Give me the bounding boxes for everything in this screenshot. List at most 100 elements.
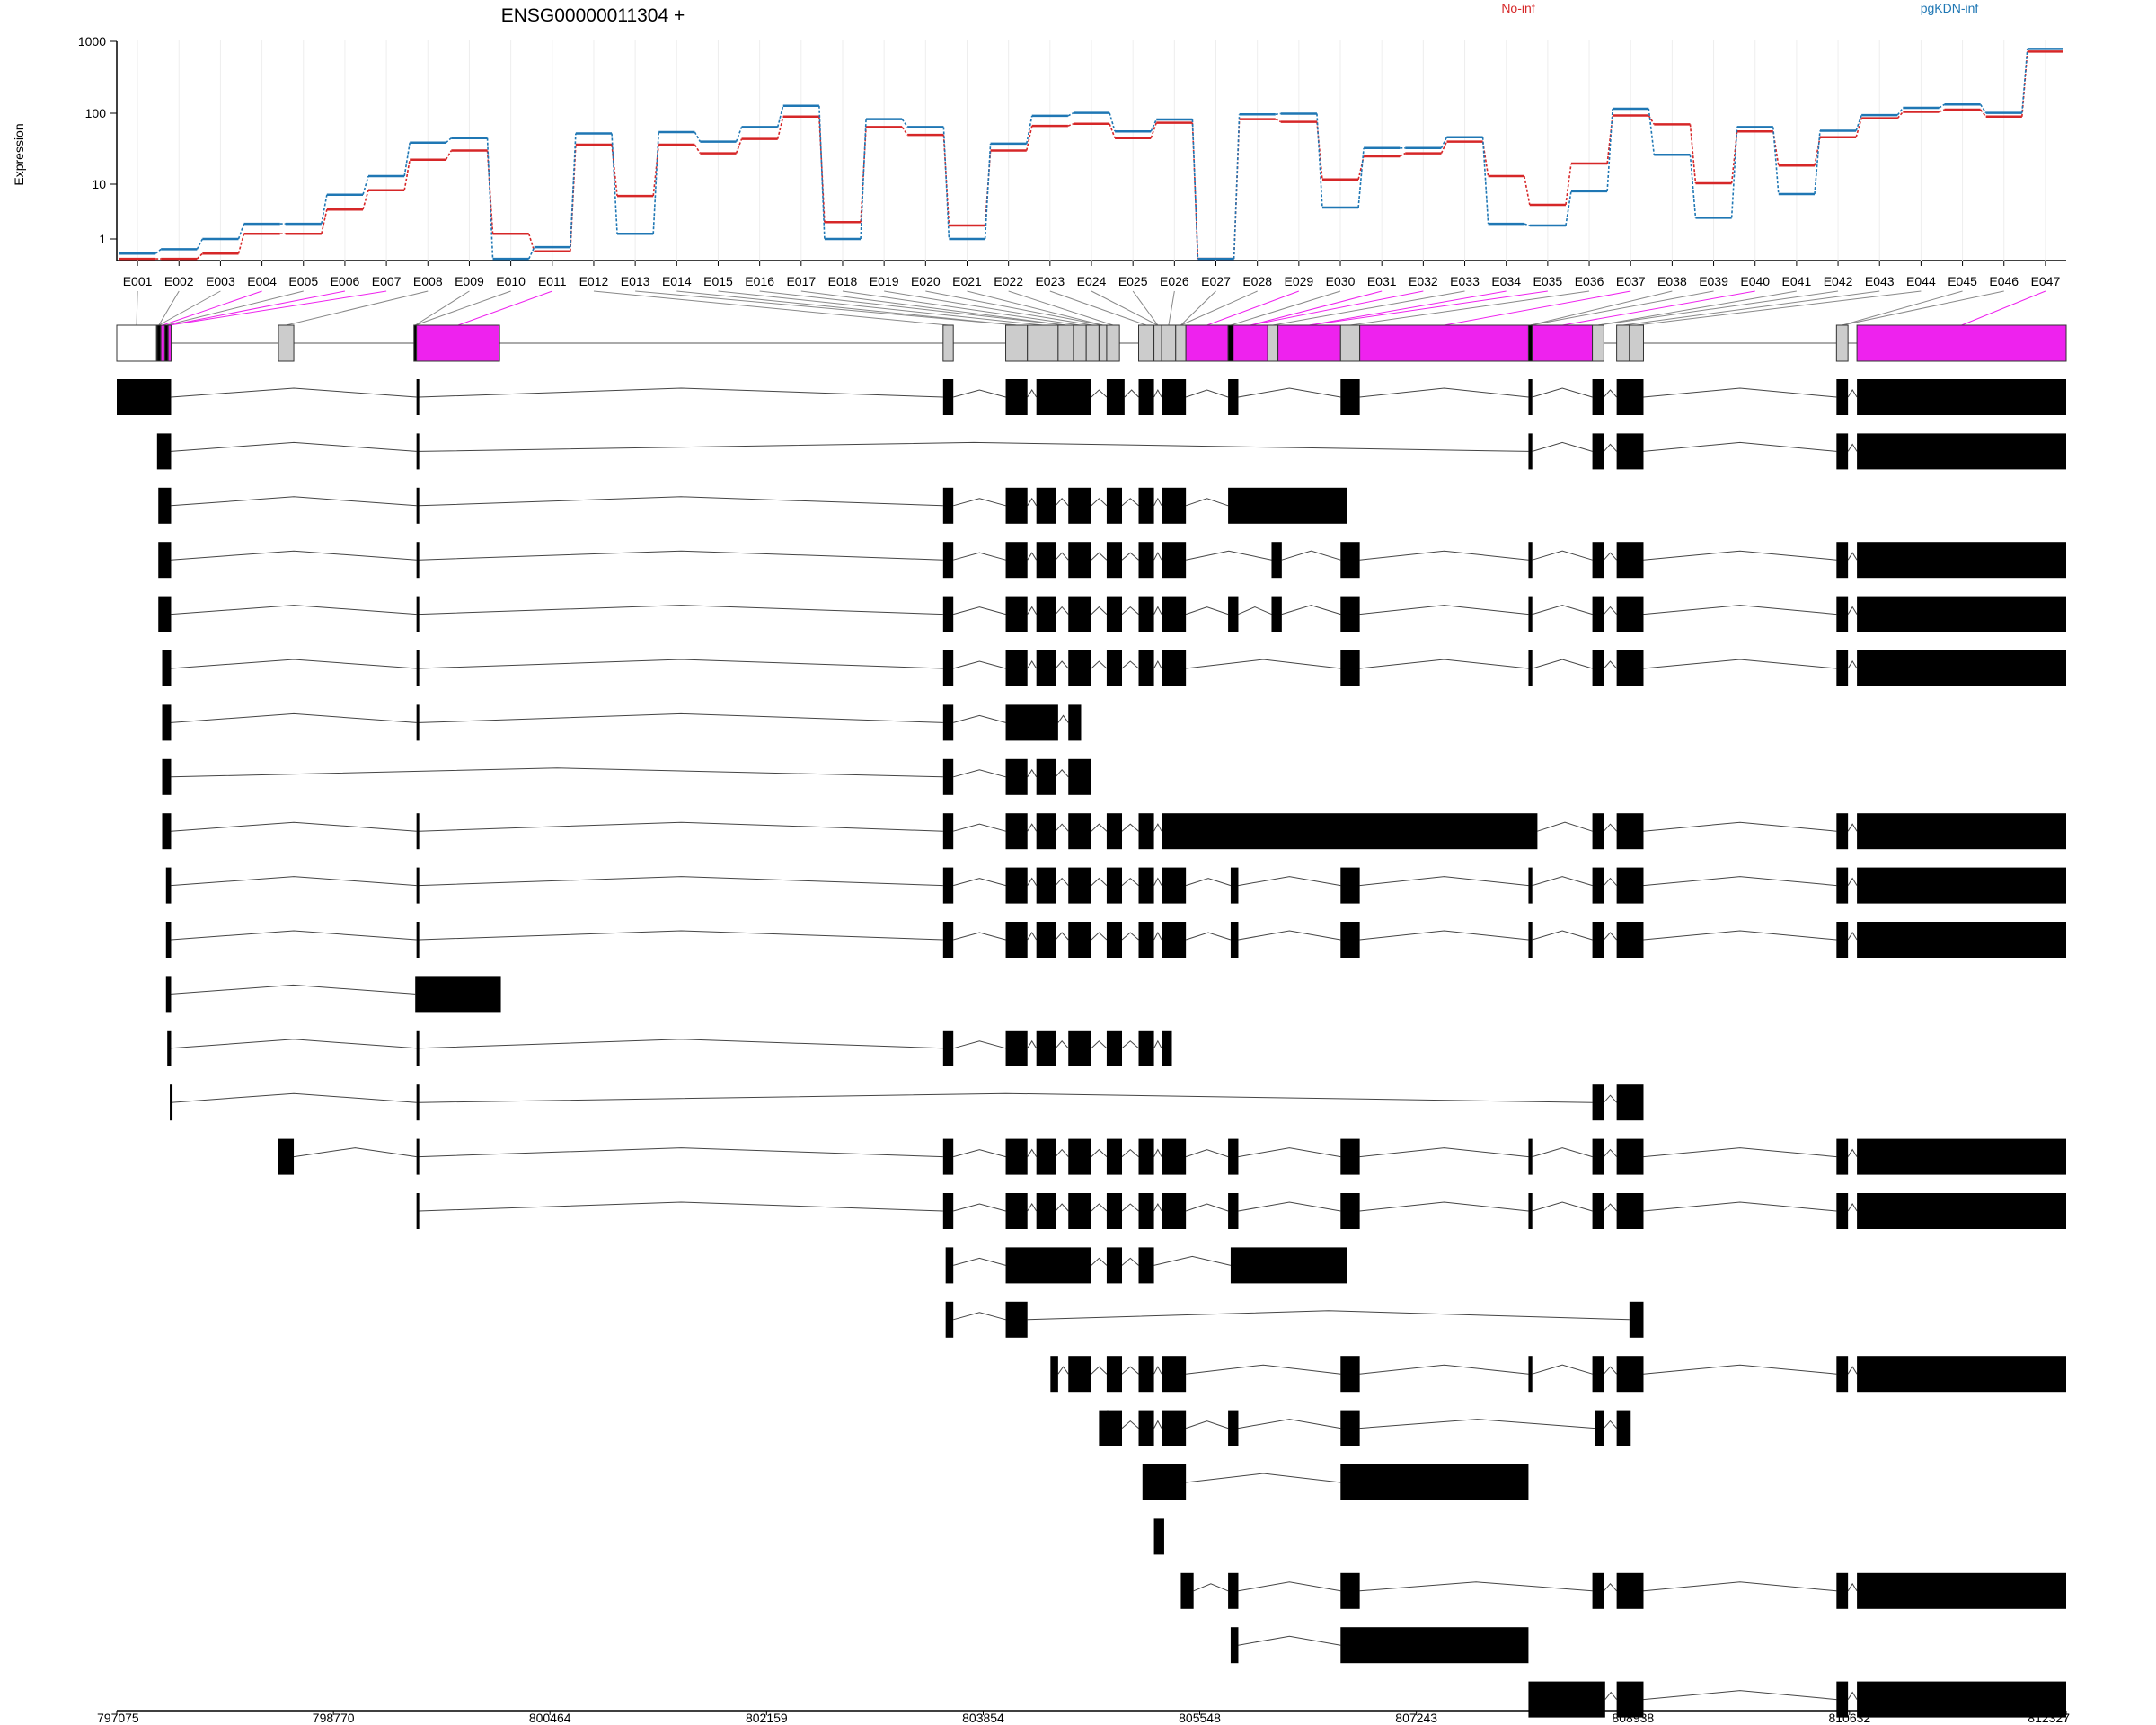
connector-e034	[1309, 290, 1507, 326]
transcript-exon	[1616, 1681, 1644, 1718]
transcript-7	[162, 704, 1082, 741]
transcript-exon	[1162, 867, 1187, 904]
transcript-intron	[1532, 1147, 1593, 1158]
transcript-exon	[1616, 813, 1644, 850]
model-exon-25	[1339, 324, 1361, 362]
exon-label-e018: E018	[828, 274, 858, 288]
transcript-exon	[416, 867, 420, 904]
genomic-tick-label: 803854	[962, 1711, 1004, 1725]
transcript-17	[945, 1247, 1348, 1284]
transcript-exon	[1036, 379, 1091, 415]
transcript-intron	[1091, 1366, 1108, 1375]
connector-e003	[158, 290, 221, 326]
transcript-exon	[1340, 1627, 1529, 1664]
transcript-intron	[1185, 1149, 1229, 1158]
transcript-exon	[1228, 596, 1239, 632]
model-exon-9	[1005, 324, 1029, 362]
transcript-intron	[1121, 660, 1139, 669]
transcript-intron	[171, 984, 416, 995]
transcript-exon	[1616, 1356, 1644, 1393]
model-exon-2	[160, 324, 165, 362]
exon-connectors	[136, 290, 2046, 326]
series-link-0-6	[403, 159, 411, 190]
exon-label-e039: E039	[1699, 274, 1728, 288]
transcript-intron	[1359, 387, 1529, 398]
transcript-exon	[1616, 1193, 1644, 1229]
transcript-exon	[1836, 1572, 1849, 1609]
connector-e035	[1309, 290, 1548, 326]
transcript-exon	[1857, 650, 2066, 686]
transcript-intron	[1185, 1420, 1229, 1429]
transcript-intron	[1055, 769, 1069, 778]
transcript-intron	[1643, 1364, 1837, 1375]
transcript-exon	[1138, 1030, 1154, 1066]
exon-label-e014: E014	[662, 274, 692, 288]
model-exon-13	[1085, 324, 1100, 362]
transcript-exon	[1068, 813, 1091, 850]
model-exon-23	[1267, 324, 1279, 362]
transcript-exon	[1340, 1356, 1360, 1393]
transcript-exon	[1153, 1518, 1164, 1555]
transcript-exon	[1162, 596, 1187, 632]
transcript-intron	[1153, 877, 1162, 886]
transcript-3	[158, 487, 1348, 524]
transcript-exon	[1005, 542, 1028, 579]
transcript-intron	[1604, 606, 1617, 615]
transcript-intron	[1537, 821, 1593, 832]
connector-e017	[800, 290, 1066, 326]
transcript-intron	[1643, 1147, 1837, 1158]
genomic-tick-label: 807243	[1395, 1711, 1437, 1725]
transcript-exon	[1592, 1084, 1604, 1121]
series-link-0-5	[362, 190, 369, 210]
transcript-exon	[1050, 1356, 1058, 1393]
transcript-exon	[1836, 596, 1849, 632]
transcript-exon	[1068, 758, 1091, 795]
exon-label-e006: E006	[331, 274, 360, 288]
transcript-intron	[1091, 1148, 1108, 1157]
transcript-intron	[1121, 552, 1139, 561]
genomic-tick-label: 810632	[1828, 1711, 1870, 1725]
transcript-exon	[162, 813, 172, 850]
transcript-exon	[1005, 867, 1028, 904]
exon-label-e044: E044	[1906, 274, 1936, 288]
transcript-exon	[1162, 379, 1187, 415]
transcript-exon	[1005, 704, 1058, 741]
series-link-1-28	[1316, 113, 1323, 208]
transcript-intron	[1027, 606, 1038, 615]
transcript-intron	[1121, 1203, 1139, 1212]
transcript-exon	[1162, 813, 1538, 850]
transcript-intron	[171, 821, 417, 832]
transcript-exon	[1005, 379, 1028, 415]
series-link-0-12	[652, 144, 660, 197]
transcript-exon	[1068, 1138, 1091, 1175]
transcript-exon	[170, 1084, 173, 1121]
genomic-tick-label: 798770	[313, 1711, 355, 1725]
transcript-exon	[1857, 867, 2066, 904]
transcript-intron	[1153, 606, 1162, 615]
transcript-16	[416, 1193, 2066, 1229]
connector-e031	[1250, 290, 1383, 326]
transcript-exon	[1036, 1138, 1056, 1175]
transcript-intron	[1847, 932, 1858, 941]
transcript-exon	[1036, 596, 1056, 632]
connector-e032	[1250, 290, 1424, 326]
transcript-intron	[419, 496, 943, 507]
series-link-1-35	[1606, 108, 1613, 191]
transcript-exon	[1068, 542, 1091, 579]
transcript-intron	[1055, 877, 1069, 886]
transcript-exon	[1138, 1247, 1154, 1284]
series-link-0-43	[1939, 109, 1945, 113]
transcript-intron	[1055, 498, 1069, 507]
transcript-intron	[1847, 1366, 1858, 1375]
transcript-exon	[1340, 379, 1360, 415]
transcript-exon	[1592, 379, 1604, 415]
transcript-exon	[1138, 1356, 1154, 1393]
transcript-intron	[1238, 1581, 1341, 1592]
exon-label-e017: E017	[786, 274, 816, 288]
transcript-exon	[942, 813, 954, 850]
transcript-exon	[1106, 922, 1123, 958]
series-link-1-13	[694, 131, 702, 143]
transcript-exon	[1036, 1030, 1056, 1066]
connector-e008	[286, 290, 429, 326]
transcript-exon	[415, 976, 501, 1013]
